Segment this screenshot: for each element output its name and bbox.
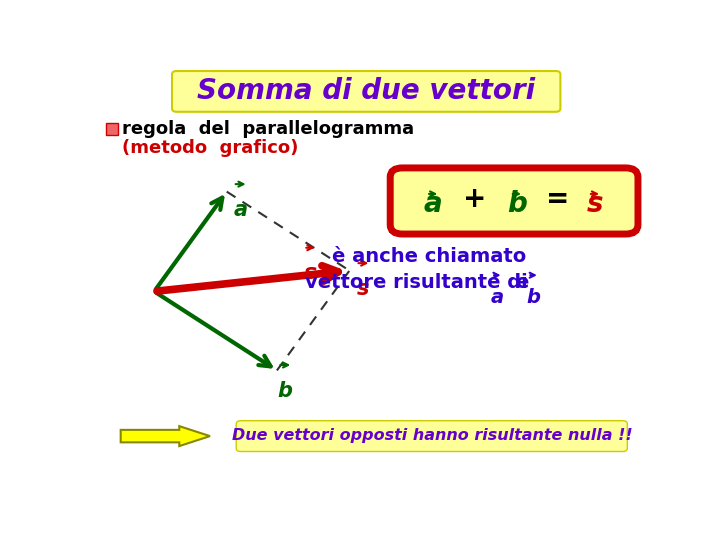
Text: b: b: [278, 381, 293, 401]
Text: regola  del  parallelogramma: regola del parallelogramma: [122, 120, 415, 138]
Text: e: e: [516, 273, 528, 292]
Text: è anche chiamato: è anche chiamato: [332, 247, 526, 266]
FancyBboxPatch shape: [236, 421, 627, 451]
Text: Due vettori opposti hanno risultante nulla !!: Due vettori opposti hanno risultante nul…: [232, 428, 632, 443]
Polygon shape: [121, 426, 210, 446]
Text: s: s: [304, 263, 317, 283]
Text: =: =: [546, 185, 570, 213]
FancyBboxPatch shape: [106, 123, 118, 134]
Text: vettore risultante di: vettore risultante di: [305, 273, 534, 292]
Text: Somma di due vettori: Somma di due vettori: [197, 77, 535, 105]
Text: a: a: [491, 288, 504, 307]
Text: a: a: [424, 190, 443, 218]
Text: (metodo  grafico): (metodo grafico): [122, 139, 299, 157]
FancyBboxPatch shape: [172, 71, 560, 112]
Text: b: b: [507, 190, 527, 218]
Text: b: b: [526, 288, 541, 307]
FancyBboxPatch shape: [390, 168, 638, 234]
Text: +: +: [464, 185, 487, 213]
Text: a: a: [233, 200, 248, 220]
Text: s: s: [357, 279, 369, 299]
Text: s: s: [587, 190, 603, 218]
